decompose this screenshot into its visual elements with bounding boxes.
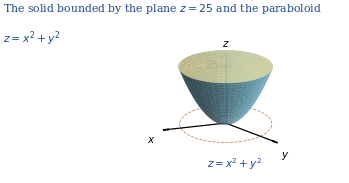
Text: $z = x^2 + y^2$: $z = x^2 + y^2$ [3, 29, 61, 48]
Text: The solid bounded by the plane $z = 25$ and the paraboloid: The solid bounded by the plane $z = 25$ … [3, 2, 322, 16]
